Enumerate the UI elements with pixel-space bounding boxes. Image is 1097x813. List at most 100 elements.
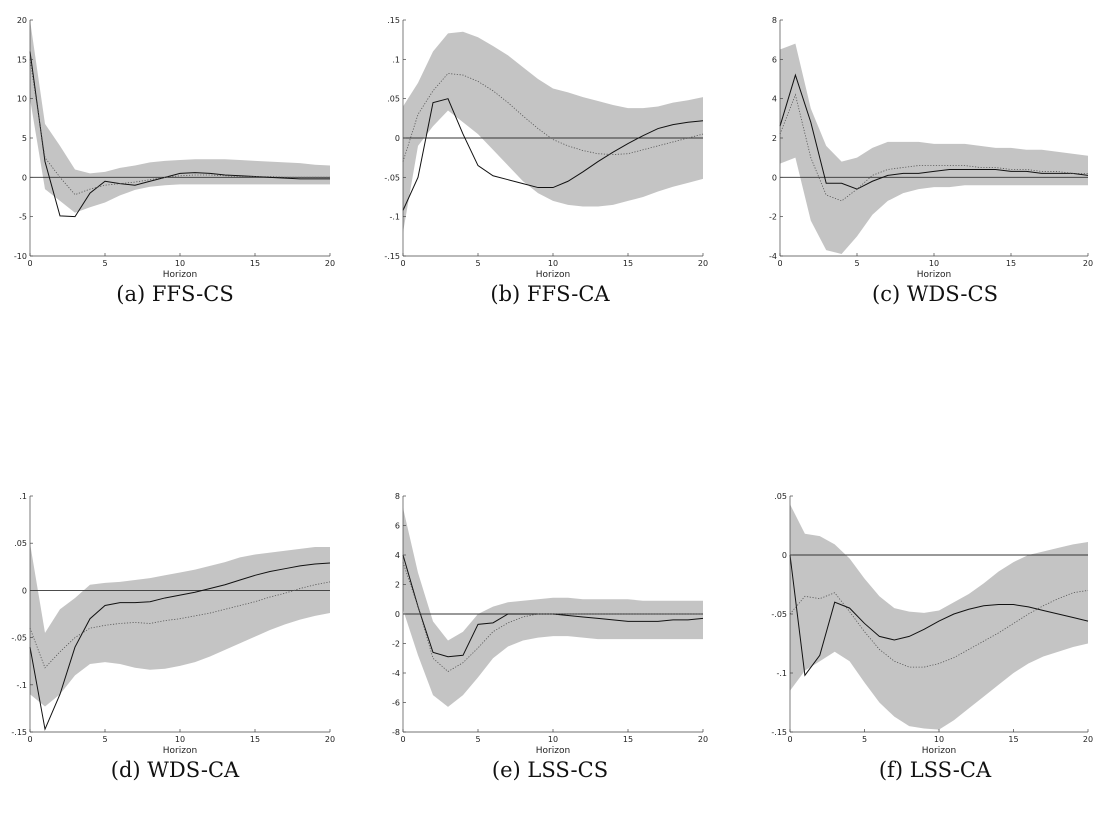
- x-axis-label: Horizon: [536, 746, 570, 756]
- x-axis-label: Horizon: [536, 270, 570, 280]
- confidence-band: [30, 20, 330, 213]
- x-tick-label: 0: [787, 735, 792, 744]
- x-tick-label: 20: [325, 259, 335, 268]
- y-tick-label: -.1: [389, 213, 400, 222]
- median-line: [402, 562, 703, 673]
- y-tick-label: .1: [19, 492, 27, 501]
- y-tick-label: 0: [395, 610, 400, 619]
- x-tick-label: 0: [400, 259, 405, 268]
- x-tick-label: 0: [27, 735, 32, 744]
- x-tick-label: 5: [475, 735, 480, 744]
- y-tick-label: 15: [17, 55, 27, 64]
- y-tick-label: 2: [395, 581, 400, 590]
- y-tick-label: -5: [19, 213, 27, 222]
- confidence-band: [403, 31, 703, 233]
- y-tick-label: .15: [387, 16, 400, 25]
- y-tick-label: -2: [392, 640, 400, 649]
- y-tick-label: -4: [392, 669, 400, 678]
- y-tick-label: 0: [395, 134, 400, 143]
- chart-caption-b: (b) FFS-CA: [490, 282, 610, 306]
- x-tick-label: 5: [854, 259, 859, 268]
- y-tick-label: .05: [774, 492, 787, 501]
- y-tick-label: -.15: [384, 252, 400, 261]
- y-tick-label: .05: [387, 95, 400, 104]
- y-tick-label: .1: [392, 55, 400, 64]
- x-tick-label: 15: [250, 735, 260, 744]
- x-tick-label: 15: [1006, 259, 1016, 268]
- y-tick-label: 6: [772, 55, 777, 64]
- chart-panel-d: -.15 -.1 -.05 0 .05 .1 0 5 10 15 20 Horizon: [0, 484, 340, 764]
- confidence-band: [403, 507, 703, 707]
- confidence-band: [790, 504, 1088, 730]
- chart-panel-f: -.15 -.1 -.05 0 .05 0 5 10 15 20 Horizon: [748, 484, 1097, 764]
- y-tick-label: 6: [395, 522, 400, 531]
- x-tick-label: 15: [623, 259, 633, 268]
- y-tick-label: 20: [17, 16, 27, 25]
- median-line: [779, 93, 1088, 202]
- x-tick-label: 0: [777, 259, 782, 268]
- response-line: [789, 554, 1089, 677]
- chart-panel-e: -8 -6 -4 -2 0 2 4 6 8 0 5 10 15 20 Horizon: [363, 484, 713, 764]
- x-tick-label: 10: [929, 259, 939, 268]
- y-tick-label: -10: [14, 252, 27, 261]
- y-tick-label: 8: [772, 16, 777, 25]
- y-tick-label: -2: [769, 213, 777, 222]
- x-axis-label: Horizon: [163, 746, 197, 756]
- confidence-band: [30, 543, 330, 707]
- x-tick-label: 20: [1083, 735, 1093, 744]
- y-tick-label: 10: [17, 95, 27, 104]
- x-tick-label: 10: [548, 735, 558, 744]
- x-tick-label: 10: [934, 735, 944, 744]
- chart-b: -.15 -.1 -.05 0 .05 .1 .15 0 5 10 15 20 Horizon: [384, 16, 708, 280]
- x-tick-label: 0: [400, 735, 405, 744]
- x-axis-label: Horizon: [917, 270, 951, 280]
- x-tick-label: 10: [548, 259, 558, 268]
- x-tick-label: 5: [475, 259, 480, 268]
- y-tick-label: -4: [769, 252, 777, 261]
- y-tick-label: -.05: [11, 634, 27, 643]
- y-tick-label: -.1: [776, 669, 787, 678]
- y-tick-label: -.15: [771, 728, 787, 737]
- y-tick-label: -8: [392, 728, 400, 737]
- y-tick-label: 0: [772, 173, 777, 182]
- x-tick-label: 0: [27, 259, 32, 268]
- y-tick-label: 4: [772, 95, 777, 104]
- y-tick-label: 2: [772, 134, 777, 143]
- median-line: [29, 581, 331, 669]
- x-tick-label: 10: [175, 735, 185, 744]
- x-tick-label: 15: [250, 259, 260, 268]
- chart-panel-c: -4 -2 0 2 4 6 8 0 5 10 15 20 Horizon: [748, 8, 1097, 288]
- x-tick-label: 5: [102, 259, 107, 268]
- x-axis-label: Horizon: [163, 270, 197, 280]
- x-tick-label: 10: [175, 259, 185, 268]
- x-tick-label: 5: [102, 735, 107, 744]
- chart-caption-c: (c) WDS-CS: [872, 282, 998, 306]
- confidence-band: [780, 43, 1088, 255]
- response-line: [402, 554, 704, 658]
- response-line: [29, 51, 330, 218]
- x-tick-label: 5: [862, 735, 867, 744]
- y-tick-label: -.05: [384, 173, 400, 182]
- y-tick-label: 5: [22, 134, 27, 143]
- chart-d: -.15 -.1 -.05 0 .05 .1 0 5 10 15 20 Horizon: [11, 492, 335, 756]
- x-tick-label: 20: [325, 735, 335, 744]
- x-tick-label: 15: [1008, 735, 1018, 744]
- chart-f: -.15 -.1 -.05 0 .05 0 5 10 15 20 Horizon: [771, 492, 1093, 756]
- chart-caption-f: (f) LSS-CA: [878, 758, 992, 782]
- y-tick-label: 0: [22, 586, 27, 595]
- x-axis-label: Horizon: [922, 746, 956, 756]
- y-tick-label: 0: [22, 173, 27, 182]
- y-tick-label: -.05: [771, 610, 787, 619]
- chart-caption-d: (d) WDS-CA: [110, 758, 240, 782]
- response-line: [29, 562, 331, 731]
- chart-a: -10 -5 0 5 10 15 20 0 5 10 15 20 Horizon: [14, 16, 335, 280]
- y-tick-label: 4: [395, 551, 400, 560]
- x-tick-label: 20: [698, 259, 708, 268]
- y-tick-label: -6: [392, 699, 400, 708]
- y-tick-label: 0: [782, 551, 787, 560]
- median-line: [789, 590, 1089, 668]
- median-line: [402, 73, 704, 162]
- y-tick-label: -.15: [11, 728, 27, 737]
- x-tick-label: 20: [1083, 259, 1093, 268]
- chart-panel-b: -.15 -.1 -.05 0 .05 .1 .15 0 5 10 15 20 Horizon: [363, 8, 713, 288]
